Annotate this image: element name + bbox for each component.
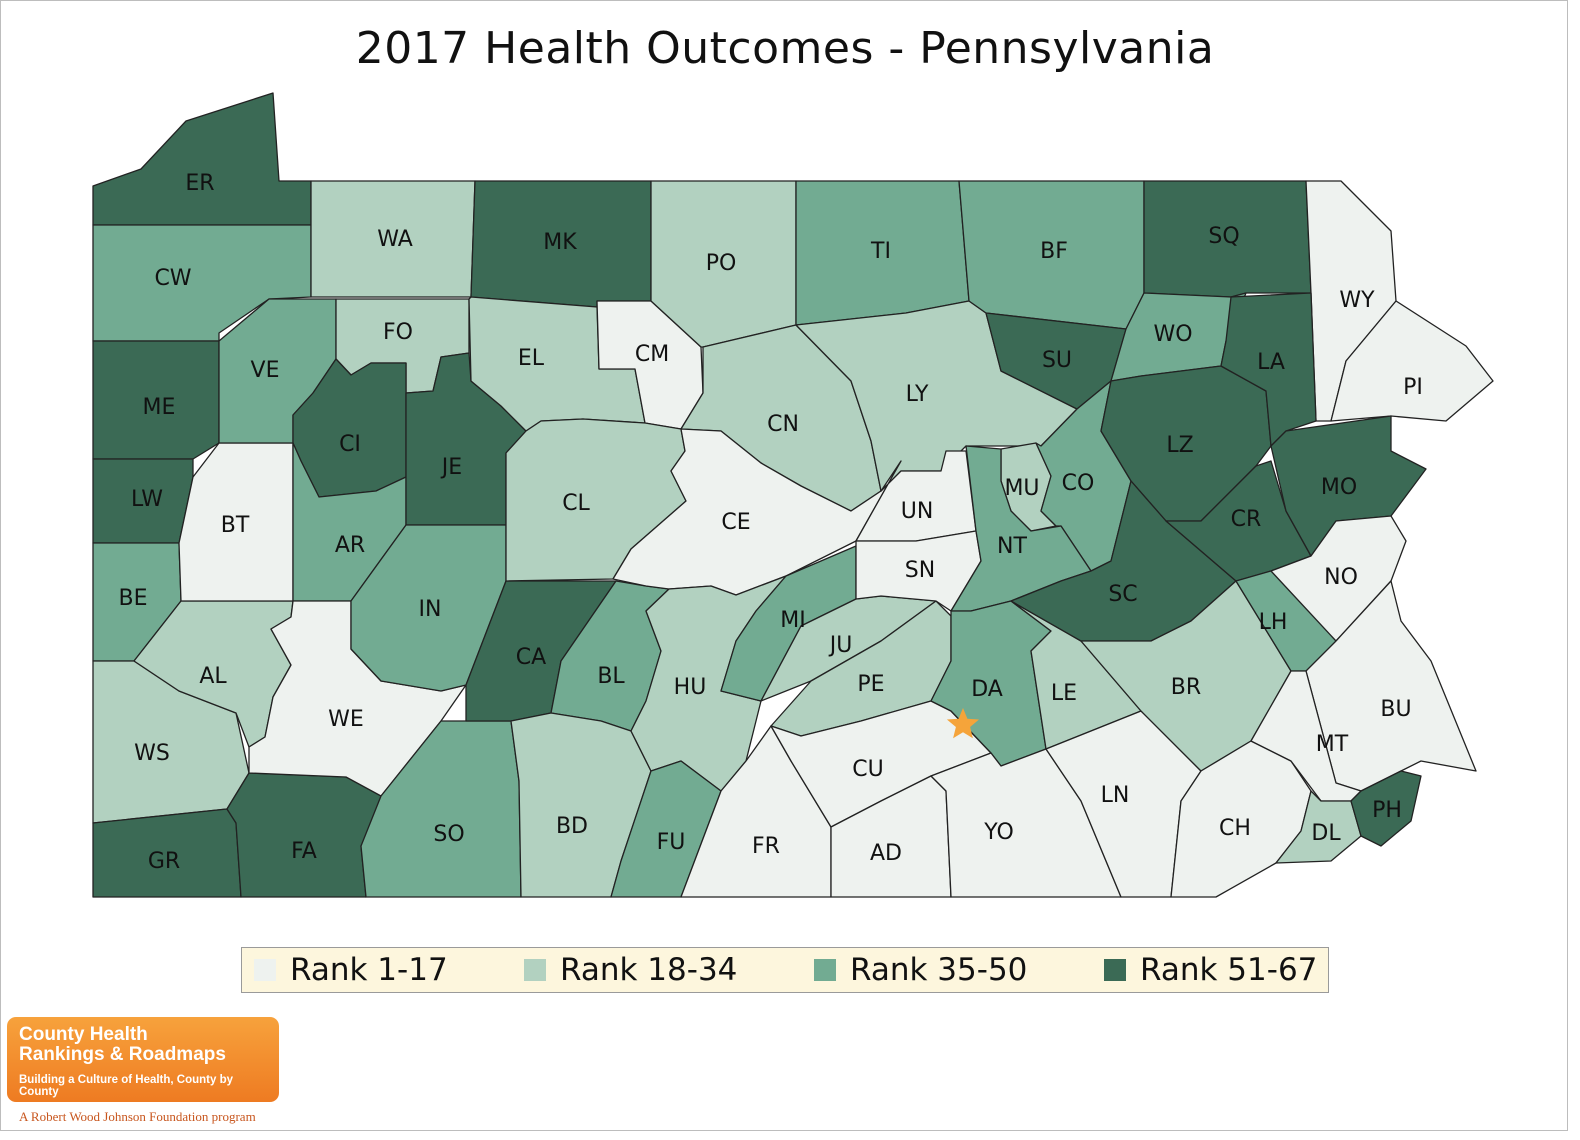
county-label-cr: CR <box>1231 507 1262 532</box>
county-label-lw: LW <box>131 487 163 512</box>
legend-label: Rank 18-34 <box>560 952 738 988</box>
county-label-ad: AD <box>870 841 902 866</box>
county-label-cw: CW <box>154 266 191 291</box>
county-label-sq: SQ <box>1208 224 1239 249</box>
county-label-nt: NT <box>997 534 1027 559</box>
county-label-da: DA <box>971 677 1003 702</box>
county-label-pi: PI <box>1403 375 1423 400</box>
county-label-un: UN <box>901 499 934 524</box>
county-label-le: LE <box>1051 681 1077 706</box>
county-label-fa: FA <box>291 839 317 864</box>
county-label-bl: BL <box>597 664 625 689</box>
county-label-hu: HU <box>674 675 707 700</box>
county-label-cl: CL <box>562 491 590 516</box>
county-label-fu: FU <box>657 830 686 855</box>
county-label-ti: TI <box>870 239 891 264</box>
county-label-pe: PE <box>857 672 884 697</box>
logo-tagline: Building a Culture of Health, County by … <box>19 1074 234 1098</box>
county-label-ch: CH <box>1219 816 1251 841</box>
county-label-su: SU <box>1042 348 1072 373</box>
county-label-bd: BD <box>556 814 588 839</box>
legend: Rank 1-17 Rank 18-34 Rank 35-50 Rank 51-… <box>241 947 1329 993</box>
county-label-be: BE <box>119 586 148 611</box>
county-label-ce: CE <box>721 510 750 535</box>
county-label-cu: CU <box>852 757 883 782</box>
county-label-ly: LY <box>906 382 929 407</box>
logo-line2: Rankings & Roadmaps <box>19 1044 226 1065</box>
county-label-co: CO <box>1062 471 1095 496</box>
county-label-ph: PH <box>1372 798 1402 823</box>
county-ph <box>1350 770 1422 847</box>
legend-label: Rank 35-50 <box>850 952 1028 988</box>
legend-item-rank-51-67: Rank 51-67 <box>1104 948 1317 992</box>
county-label-sn: SN <box>905 558 935 583</box>
map-title: 2017 Health Outcomes - Pennsylvania <box>355 23 1215 74</box>
legend-item-rank-1-17: Rank 1-17 <box>254 948 448 992</box>
county-label-yo: YO <box>983 820 1014 845</box>
county-label-br: BR <box>1171 675 1201 700</box>
logo-footer: A Robert Wood Johnson Foundation program <box>19 1109 256 1124</box>
county-label-ve: VE <box>251 358 280 383</box>
county-label-je: JE <box>440 455 462 480</box>
county-label-er: ER <box>185 171 214 196</box>
county-label-ci: CI <box>339 432 361 457</box>
county-label-mt: MT <box>1316 732 1349 757</box>
county-label-dl: DL <box>1311 821 1341 846</box>
county-label-ca: CA <box>516 645 546 670</box>
county-label-mk: MK <box>543 230 577 255</box>
capital-star-icon <box>946 708 979 739</box>
county-label-cn: CN <box>767 412 799 437</box>
county-label-po: PO <box>706 251 737 276</box>
county-label-la: LA <box>1257 350 1285 375</box>
county-health-rankings-logo: County Health Rankings & Roadmaps Buildi… <box>7 1017 279 1102</box>
county-label-bf: BF <box>1040 239 1068 264</box>
county-label-al: AL <box>199 664 227 689</box>
county-er <box>92 92 312 226</box>
county-pi <box>1330 300 1494 422</box>
legend-swatch <box>1104 959 1126 981</box>
county-label-ju: JU <box>828 633 853 658</box>
county-label-so: SO <box>433 822 464 847</box>
county-label-fr: FR <box>752 834 780 859</box>
legend-item-rank-18-34: Rank 18-34 <box>524 948 737 992</box>
county-label-wy: WY <box>1339 288 1375 313</box>
legend-swatch <box>814 959 836 981</box>
county-label-gr: GR <box>148 849 180 874</box>
county-label-mu: MU <box>1004 476 1039 501</box>
county-label-ln: LN <box>1101 783 1130 808</box>
logo-line1: County Health <box>19 1024 148 1045</box>
county-label-mo: MO <box>1321 475 1357 500</box>
county-label-el: EL <box>518 346 545 371</box>
county-label-me: ME <box>143 395 176 420</box>
county-me <box>92 340 220 460</box>
legend-label: Rank 51-67 <box>1140 952 1318 988</box>
legend-item-rank-35-50: Rank 35-50 <box>814 948 1027 992</box>
county-label-fo: FO <box>383 320 413 345</box>
county-label-mi: MI <box>780 608 805 633</box>
county-label-bt: BT <box>221 513 250 538</box>
county-dl <box>1275 790 1362 864</box>
county-label-cm: CM <box>635 342 669 367</box>
county-label-bu: BU <box>1380 697 1411 722</box>
county-label-ar: AR <box>335 533 365 558</box>
legend-swatch <box>254 959 276 981</box>
county-label-no: NO <box>1324 565 1358 590</box>
county-label-wa: WA <box>377 227 413 252</box>
county-label-ws: WS <box>134 741 170 766</box>
county-label-sc: SC <box>1108 582 1137 607</box>
county-label-we: WE <box>328 707 364 732</box>
legend-swatch <box>524 959 546 981</box>
legend-label: Rank 1-17 <box>290 952 448 988</box>
county-label-lh: LH <box>1259 610 1288 635</box>
county-label-lz: LZ <box>1166 433 1193 458</box>
county-label-in: IN <box>419 597 442 622</box>
county-label-wo: WO <box>1153 322 1192 347</box>
county-mo <box>1270 415 1427 557</box>
